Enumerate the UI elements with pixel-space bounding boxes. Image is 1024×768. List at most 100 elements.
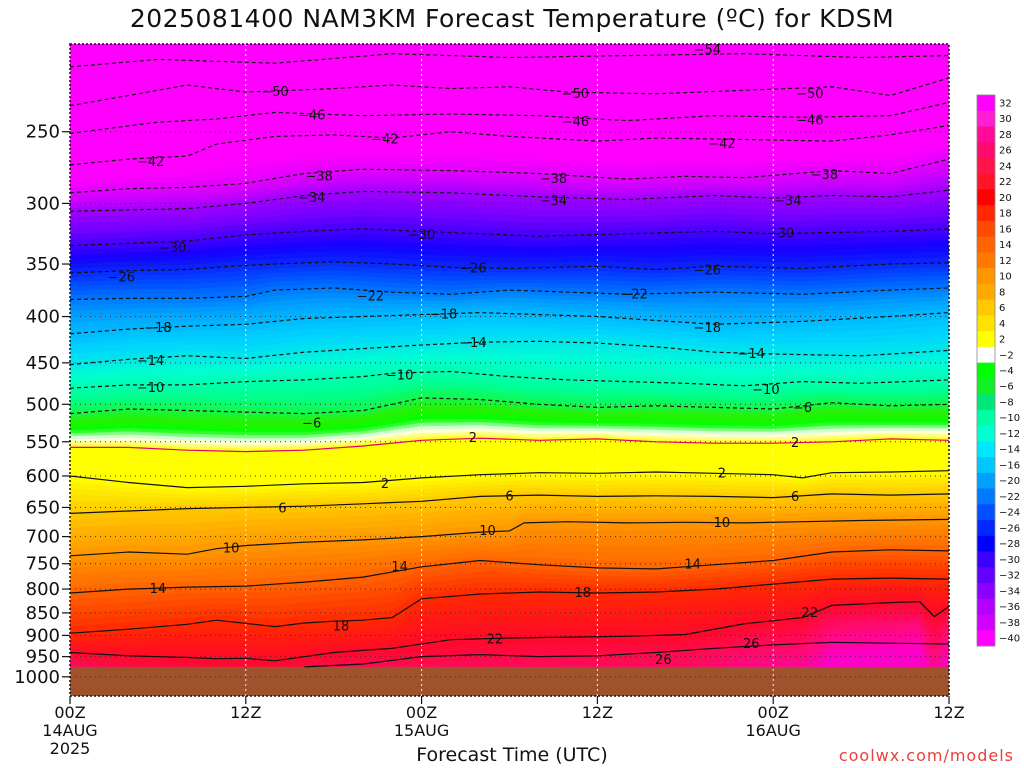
- band-cell: [186, 593, 191, 601]
- band-cell: [86, 631, 91, 637]
- band-cell: [134, 545, 139, 553]
- band-cell: [142, 637, 147, 643]
- band-cell: [158, 293, 163, 300]
- band-cell: [186, 182, 191, 188]
- band-cell: [198, 410, 203, 415]
- band-cell: [186, 144, 191, 151]
- band-cell: [138, 637, 143, 643]
- band-cell: [130, 421, 135, 426]
- band-cell: [70, 438, 75, 443]
- band-cell: [186, 126, 191, 133]
- band-cell: [126, 376, 131, 382]
- band-cell: [142, 183, 147, 189]
- band-cell: [150, 44, 155, 48]
- band-cell: [94, 635, 99, 640]
- band-cell: [162, 397, 167, 403]
- band-cell: [214, 586, 219, 593]
- band-cell: [106, 238, 111, 245]
- band-cell: [98, 604, 103, 612]
- band-cell: [170, 127, 175, 134]
- band-cell: [78, 85, 83, 92]
- band-cell: [106, 413, 111, 418]
- band-cell: [190, 97, 195, 104]
- band-cell: [106, 559, 111, 567]
- band-cell: [158, 74, 163, 81]
- band-cell: [82, 97, 87, 104]
- band-cell: [98, 356, 103, 363]
- band-cell: [110, 289, 115, 295]
- band-cell: [210, 316, 215, 322]
- band-cell: [202, 430, 207, 435]
- band-cell: [206, 114, 211, 121]
- band-cell: [190, 77, 195, 83]
- band-cell: [174, 177, 179, 184]
- band-cell: [158, 49, 163, 53]
- band-cell: [182, 190, 187, 196]
- band-cell: [130, 388, 135, 394]
- band-cell: [210, 440, 215, 445]
- band-cell: [98, 47, 103, 52]
- band-cell: [126, 524, 131, 533]
- band-cell: [210, 65, 215, 71]
- band-cell: [166, 274, 171, 281]
- band-cell: [186, 316, 191, 323]
- band-cell: [74, 72, 79, 80]
- band-cell: [186, 651, 191, 659]
- band-cell: [102, 630, 107, 636]
- band-cell: [214, 561, 219, 569]
- band-cell: [74, 379, 79, 385]
- band-cell: [154, 157, 159, 164]
- band-cell: [150, 425, 155, 430]
- band-cell: [154, 172, 159, 179]
- band-cell: [158, 558, 163, 566]
- band-cell: [130, 564, 135, 572]
- band-cell: [122, 334, 127, 341]
- band-cell: [110, 304, 115, 310]
- band-cell: [130, 78, 135, 85]
- band-cell: [90, 566, 95, 574]
- band-cell: [94, 106, 99, 112]
- band-cell: [218, 164, 223, 172]
- band-cell: [102, 314, 107, 321]
- band-cell: [86, 321, 91, 328]
- band-cell: [198, 616, 203, 624]
- band-cell: [166, 384, 171, 390]
- band-cell: [190, 640, 195, 647]
- band-cell: [198, 65, 203, 70]
- band-cell: [110, 345, 115, 352]
- band-cell: [146, 44, 151, 48]
- band-cell: [154, 80, 159, 87]
- band-cell: [78, 158, 83, 165]
- band-cell: [162, 121, 167, 129]
- band-cell: [214, 199, 219, 204]
- band-cell: [206, 103, 211, 110]
- band-cell: [106, 335, 111, 342]
- band-cell: [78, 254, 83, 260]
- band-cell: [154, 198, 159, 203]
- band-cell: [102, 501, 107, 508]
- band-cell: [78, 612, 83, 620]
- band-cell: [182, 336, 187, 342]
- band-cell: [198, 569, 203, 576]
- band-cell: [142, 318, 147, 324]
- band-cell: [182, 255, 187, 261]
- band-cell: [190, 102, 195, 110]
- band-cell: [218, 431, 223, 436]
- band-cell: [214, 411, 219, 416]
- band-cell: [74, 249, 79, 256]
- band-cell: [142, 87, 147, 94]
- band-cell: [202, 103, 207, 110]
- band-cell: [122, 577, 127, 584]
- band-cell: [134, 119, 139, 126]
- band-cell: [94, 414, 99, 419]
- band-cell: [94, 611, 99, 619]
- band-cell: [102, 81, 107, 89]
- band-cell: [146, 441, 151, 446]
- band-cell: [146, 401, 151, 406]
- band-cell: [210, 103, 215, 110]
- band-cell: [214, 424, 219, 429]
- band-cell: [122, 203, 127, 208]
- band-cell: [142, 501, 147, 507]
- band-cell: [114, 232, 119, 239]
- band-cell: [74, 127, 79, 134]
